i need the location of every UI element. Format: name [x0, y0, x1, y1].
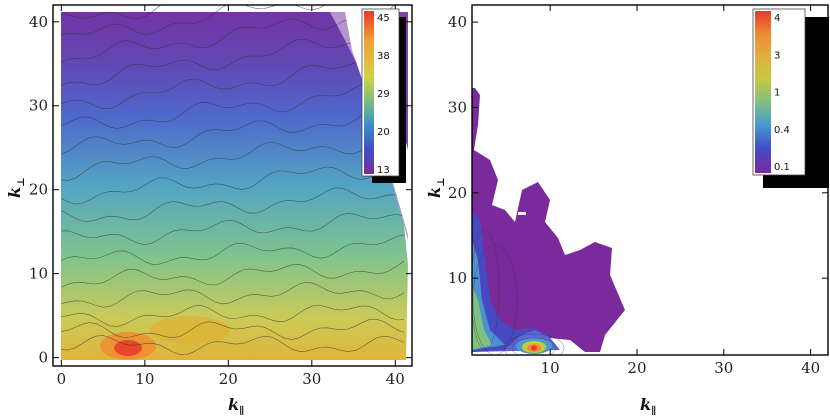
right-y-tick-label: 10 [448, 269, 467, 287]
left-contour-line [60, 260, 405, 288]
left-contour-line [60, 166, 405, 205]
right-x-axis-label: k∥ [640, 395, 656, 417]
right-y-tick-label: 20 [448, 184, 467, 202]
right-contour-line [511, 337, 557, 355]
right-y-axis-label: k⊥ [425, 177, 447, 198]
right-hole [518, 212, 526, 215]
left-contour-line [60, 32, 405, 86]
left-contour-line [60, 61, 405, 109]
left-x-tick-label: 0 [57, 370, 67, 388]
left-x-tick-label: 30 [302, 370, 321, 388]
left-colorbar-labels: 45 38 29 20 13 [377, 13, 390, 176]
left-hotspot-secondary [150, 316, 230, 344]
right-colorbar-label: 0.1 [774, 162, 790, 173]
right-axis-ticks: 10 20 30 40 10 20 30 40 [448, 5, 828, 377]
left-x-tick-label: 20 [219, 370, 238, 388]
right-contour-line [472, 244, 518, 355]
left-contour-line [60, 5, 326, 36]
left-colorbar-gradient [364, 11, 374, 174]
left-colorbar-label: 20 [377, 127, 390, 138]
left-panel: 0 10 20 30 40 0 10 20 30 40 k∥ k⊥ 45 38 29 20 13 [5, 4, 413, 417]
right-colorbar: 4 3 1 0.4 0.1 [752, 8, 829, 188]
right-x-tick-label: 40 [801, 359, 820, 377]
left-contour-line [60, 318, 405, 340]
left-contour-line [60, 212, 405, 245]
right-colorbar-labels: 4 3 1 0.4 0.1 [774, 13, 790, 173]
left-y-tick-label: 30 [29, 97, 48, 115]
left-contour-line [60, 82, 405, 129]
left-contour-line [60, 281, 405, 308]
right-purple-region [472, 88, 625, 352]
left-y-axis-label: k⊥ [5, 177, 27, 198]
left-y-tick-label: 10 [29, 265, 48, 283]
right-y-tick-label: 40 [448, 13, 467, 31]
right-x-tick-label: 20 [627, 359, 646, 377]
left-contour-line [60, 187, 405, 222]
right-colorbar-label: 1 [774, 88, 780, 99]
left-plot-frame [52, 4, 413, 367]
right-colorbar-label: 0.4 [774, 125, 790, 136]
left-contour-line [60, 305, 405, 327]
left-axis-ticks: 0 10 20 30 40 0 10 20 30 40 [29, 5, 412, 388]
left-x-axis-label: k∥ [228, 395, 244, 417]
left-x-tick-label: 10 [135, 370, 154, 388]
right-contour-lines [472, 229, 565, 355]
right-y-tick-label: 30 [448, 98, 467, 116]
left-contour-fill [61, 12, 408, 360]
left-y-tick-label: 40 [29, 13, 48, 31]
right-contour-line [503, 333, 565, 355]
left-contour-line [60, 5, 162, 20]
right-x-tick-label: 30 [714, 359, 733, 377]
left-colorbar-label: 45 [377, 13, 390, 24]
left-y-tick-label: 20 [29, 181, 48, 199]
left-contour-line [60, 234, 405, 265]
left-hotspot-core [114, 340, 142, 356]
right-panel: 10 20 30 40 10 20 30 40 k∥ k⊥ 4 3 1 0.4 0.1 [425, 4, 829, 417]
left-colorbar-label: 38 [377, 51, 390, 62]
right-green-band [472, 285, 492, 350]
left-x-tick-label: 40 [386, 370, 405, 388]
left-contour-line [60, 335, 405, 355]
right-blue-band [472, 210, 560, 352]
right-hotspot-core [531, 345, 537, 351]
left-colorbar: 45 38 29 20 13 [361, 8, 406, 183]
right-colorbar-label: 4 [774, 13, 780, 24]
right-colorbar-gradient [755, 11, 771, 173]
left-contour-line [60, 107, 405, 155]
left-contour-line [60, 135, 405, 181]
right-colorbar-label: 3 [774, 50, 780, 61]
right-contour-line [472, 229, 500, 351]
left-y-tick-label: 0 [38, 349, 48, 367]
left-colorbar-label: 29 [377, 89, 390, 100]
right-x-tick-label: 10 [541, 359, 560, 377]
left-colorbar-label: 13 [377, 165, 390, 176]
